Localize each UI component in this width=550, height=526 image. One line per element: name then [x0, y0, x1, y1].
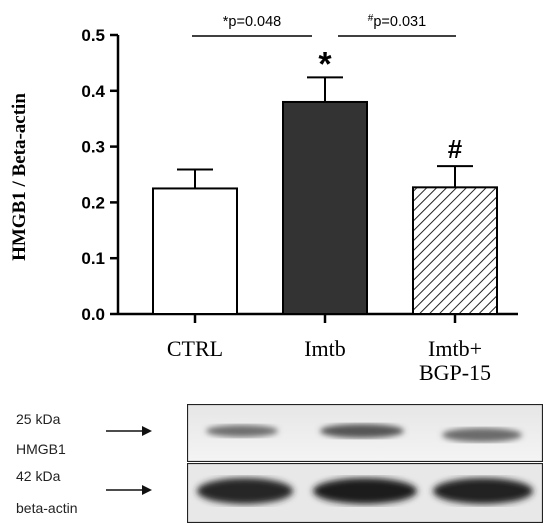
- comparison-label: *p=0.048: [223, 14, 281, 30]
- bar: [412, 186, 498, 315]
- hmgb1-arrow-icon: [106, 426, 152, 436]
- y-axis-label: HMGB1 / Beta-actin: [9, 93, 30, 261]
- hmgb1-blot-image: [187, 404, 543, 462]
- hmgb1-kda-label: 25 kDa: [16, 411, 61, 427]
- y-tick-label: 0.5: [81, 26, 105, 45]
- hmgb1-band-1: [206, 425, 278, 437]
- actin-label: beta-actin: [16, 500, 78, 516]
- actin-band-1: [197, 478, 293, 504]
- significance-mark: #: [448, 134, 463, 164]
- hmgb1-label: HMGB1: [16, 441, 66, 457]
- comparison-superscript: #: [368, 13, 374, 24]
- bar: [282, 100, 368, 315]
- y-tick-label: 0.0: [81, 305, 105, 324]
- actin-blot-image: [187, 463, 543, 523]
- significance-mark: *: [318, 45, 332, 83]
- comparison-text: p=0.031: [373, 14, 426, 30]
- bar-chart: 0.0 0.1 0.2 0.3 0.4 0.5 CTRL Imtb Imtb+BGP-15 * #…: [9, 13, 518, 385]
- actin-arrow-icon: [106, 485, 152, 495]
- chart-annotations: *#*p=0.048 #p=0.031: [192, 13, 463, 164]
- actin-band-2: [313, 478, 417, 504]
- actin-kda-label: 42 kDa: [16, 468, 61, 484]
- x-tick-label: Imtb+: [428, 336, 482, 361]
- hmgb1-band-2: [320, 424, 404, 438]
- y-tick-label: 0.3: [81, 138, 105, 157]
- comparison-label: #p=0.031: [368, 13, 426, 31]
- hmgb1-band-3: [442, 428, 522, 442]
- actin-band-3: [433, 478, 533, 504]
- chart-axes: 0.0 0.1 0.2 0.3 0.4 0.5 CTRL Imtb Imtb+BGP-15: [81, 26, 518, 385]
- y-tick-label: 0.2: [81, 193, 105, 212]
- bar: [152, 187, 238, 315]
- y-tick-label: 0.4: [81, 82, 105, 101]
- x-tick-label: Imtb: [304, 336, 346, 361]
- comparison-text: *p=0.048: [223, 14, 281, 30]
- y-tick-label: 0.1: [81, 249, 105, 268]
- chart-bars: [152, 76, 498, 315]
- western-blot-panel: 25 kDa HMGB1 42 kDa beta-actin: [0, 395, 550, 526]
- x-tick-label: CTRL: [167, 336, 223, 361]
- x-tick-label-line2: BGP-15: [419, 360, 491, 385]
